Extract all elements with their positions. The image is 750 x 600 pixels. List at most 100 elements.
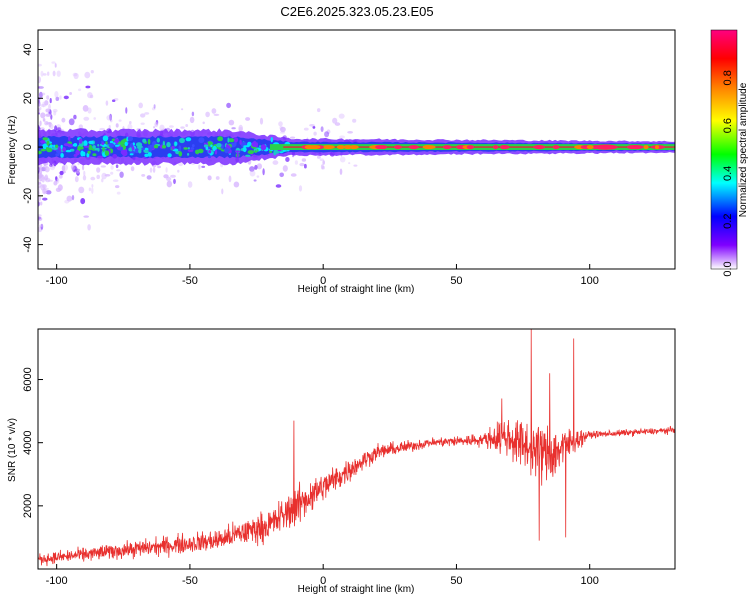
- ridge-hotspot: [322, 145, 335, 150]
- noise-speckle: [80, 198, 86, 205]
- noise-speckle: [55, 96, 60, 101]
- noise-speckle: [152, 167, 156, 173]
- noise-speckle: [173, 178, 176, 185]
- noise-speckle: [317, 108, 321, 113]
- noise-speckle: [53, 111, 57, 116]
- chart-title: C2E6.2025.323.05.23.E05: [280, 4, 433, 19]
- colorbar-ticks: 0.0 0.2 0.4 0.6 0.8: [722, 70, 734, 276]
- noise-speckle: [140, 113, 146, 118]
- spectral-blob: [205, 146, 209, 150]
- noise-speckle: [44, 166, 50, 173]
- noise-speckle: [38, 91, 43, 98]
- noise-speckle: [83, 215, 89, 218]
- noise-speckle: [101, 178, 104, 183]
- noise-speckle: [61, 117, 66, 123]
- noise-speckle: [245, 117, 251, 121]
- noise-speckle: [153, 104, 156, 109]
- spectral-blob: [108, 143, 115, 148]
- ridge-hotspot: [408, 145, 419, 150]
- noise-speckle: [231, 127, 236, 130]
- spectral-blob: [129, 153, 134, 156]
- noise-speckle: [282, 165, 288, 172]
- spectral-blob: [63, 143, 70, 147]
- noise-speckle: [112, 179, 119, 182]
- noise-speckle: [292, 155, 295, 158]
- noise-speckle: [42, 101, 45, 108]
- noise-speckle: [49, 98, 52, 104]
- y-tick-label: 2000: [22, 494, 34, 518]
- noise-speckle: [169, 125, 174, 128]
- spectral-blob: [38, 150, 42, 155]
- noise-speckle: [312, 126, 316, 129]
- spectral-blob: [127, 136, 133, 142]
- ridge-hotspot: [586, 145, 594, 150]
- noise-speckle: [99, 127, 105, 131]
- noise-speckle: [59, 170, 64, 176]
- noise-speckle: [303, 127, 309, 131]
- noise-speckle: [211, 108, 217, 114]
- spectral-blob: [72, 143, 77, 147]
- x-tick-label: -100: [46, 575, 68, 587]
- x-tick-label: 100: [581, 275, 599, 287]
- ridge-hotspot: [552, 145, 560, 150]
- spectrogram-plot-area: [38, 61, 675, 233]
- noise-speckle: [42, 184, 47, 189]
- spectral-blob: [138, 148, 142, 154]
- noise-speckle: [324, 131, 330, 138]
- ridge-hotspot: [304, 145, 314, 150]
- noise-speckle: [249, 166, 255, 172]
- noise-speckle: [262, 168, 265, 176]
- spectral-blob: [97, 144, 100, 147]
- noise-speckle: [140, 122, 145, 125]
- noise-speckle: [238, 124, 243, 132]
- noise-speckle: [78, 124, 84, 130]
- noise-speckle: [215, 176, 220, 180]
- spectral-blob: [45, 147, 49, 151]
- spectral-blob: [227, 137, 230, 143]
- noise-speckle: [39, 120, 42, 127]
- noise-speckle: [228, 175, 232, 183]
- noise-speckle: [38, 214, 42, 217]
- spectral-blob: [273, 150, 277, 156]
- y-tick-label: 6000: [22, 367, 34, 391]
- spectral-blob: [191, 144, 195, 148]
- spectral-blob: [178, 151, 183, 157]
- noise-speckle: [64, 199, 70, 204]
- spectral-blob: [149, 144, 155, 147]
- noise-speckle: [129, 121, 132, 125]
- noise-speckle: [82, 175, 87, 181]
- noise-speckle: [332, 117, 338, 124]
- x-tick-label: 50: [450, 275, 462, 287]
- noise-speckle: [170, 174, 176, 178]
- noise-speckle: [83, 116, 90, 121]
- noise-speckle: [49, 165, 56, 171]
- noise-speckle: [40, 223, 44, 230]
- noise-speckle: [334, 122, 341, 126]
- noise-speckle: [298, 185, 303, 192]
- noise-speckle: [115, 185, 120, 189]
- colorbar-tick-label: 0.4: [722, 166, 734, 181]
- noise-speckle: [38, 216, 41, 220]
- noise-speckle: [40, 112, 46, 119]
- noise-speckle: [185, 124, 189, 127]
- noise-speckle: [82, 164, 85, 171]
- spectral-blob: [65, 149, 72, 153]
- noise-speckle: [43, 187, 49, 190]
- noise-speckle: [42, 197, 48, 201]
- ridge-hotspot: [630, 145, 642, 150]
- spectral-blob: [83, 145, 90, 148]
- noise-speckle: [38, 182, 42, 188]
- spectral-blob: [156, 137, 160, 143]
- spectral-blob: [208, 150, 212, 154]
- noise-speckle: [61, 165, 66, 172]
- noise-speckle: [53, 180, 58, 186]
- spectral-blob: [55, 149, 60, 153]
- noise-speckle: [38, 63, 42, 67]
- spectral-blob: [239, 139, 242, 145]
- ridge-hotspot: [466, 145, 475, 150]
- spectral-blob: [87, 150, 91, 154]
- snr-y-axis-label: SNR (10 * v/v): [7, 418, 18, 482]
- spectral-blob: [101, 142, 105, 146]
- noise-speckle: [82, 105, 89, 112]
